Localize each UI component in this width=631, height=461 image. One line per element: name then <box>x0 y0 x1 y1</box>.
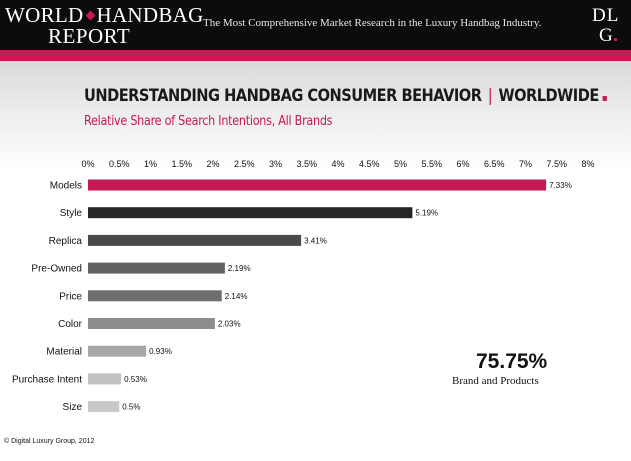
total-share-value: 75.75% <box>476 350 548 373</box>
bar-value-label: 3.41% <box>304 236 327 245</box>
bar-value-label: 0.53% <box>124 375 147 384</box>
category-label: Purchase Intent <box>12 374 82 385</box>
x-tick-label: 6% <box>456 159 469 169</box>
bars <box>88 179 547 413</box>
category-label: Material <box>46 347 82 358</box>
x-tick-label: 7% <box>519 159 532 169</box>
dlg-logo-bottom: G <box>599 25 617 47</box>
header-accent-stripe <box>0 50 631 61</box>
bar-value-label: 2.19% <box>228 264 251 273</box>
bar <box>88 318 215 329</box>
logo-report: REPORT <box>48 24 131 48</box>
bar-value-label: 7.33% <box>549 181 572 190</box>
x-tick-label: 4% <box>331 159 344 169</box>
x-tick-label: 4.5% <box>359 159 380 169</box>
chart-title-separator: | <box>487 86 493 106</box>
logo-word-handbag: HANDBAG <box>96 3 204 27</box>
logo-word-world: WORLD <box>5 3 84 27</box>
x-tick-label: 0% <box>81 159 94 169</box>
chart-title: UNDERSTANDING HANDBAG CONSUMER BEHAVIOR … <box>84 86 607 106</box>
x-tick-label: 3% <box>269 159 282 169</box>
bar <box>88 234 302 246</box>
bar-value-label: 2.03% <box>218 320 241 329</box>
category-label: Size <box>63 402 83 413</box>
x-tick-label: 6.5% <box>484 159 505 169</box>
chart-subtitle: Relative Share of Search Intentions, All… <box>84 114 333 129</box>
chart-title-main: UNDERSTANDING HANDBAG CONSUMER BEHAVIOR <box>84 86 482 106</box>
bar <box>88 207 413 219</box>
bar-value-label: 2.14% <box>225 292 248 301</box>
category-label: Replica <box>49 236 83 247</box>
bar <box>88 262 225 274</box>
title-square-icon <box>602 96 607 101</box>
x-tick-label: 2% <box>206 159 219 169</box>
category-label: Color <box>58 319 83 330</box>
x-tick-label: 1% <box>144 159 157 169</box>
x-tick-label: 2.5% <box>234 159 255 169</box>
x-tick-label: 8% <box>581 159 594 169</box>
category-label: Pre-Owned <box>31 264 82 275</box>
x-tick-label: 1.5% <box>171 159 192 169</box>
copyright-text: © Digital Luxury Group, 2012 <box>4 438 95 445</box>
title-background <box>0 61 631 171</box>
header-bar <box>0 0 631 50</box>
dlg-logo-letter: G <box>599 25 613 46</box>
x-tick-label: 0.5% <box>109 159 130 169</box>
category-labels: Models Style Replica Pre-Owned Price Color Mat… <box>12 181 83 414</box>
x-tick-label: 3.5% <box>296 159 317 169</box>
category-label: Models <box>50 181 82 192</box>
x-axis-ticks: 0% 0.5% 1% 1.5% 2% 2.5% 3% 3.5% 4% 4.5% 5% 5.5% 6% 6.… <box>81 159 594 169</box>
bar-value-label: 0.93% <box>149 347 172 356</box>
x-tick-label: 7.5% <box>546 159 567 169</box>
dlg-dot-icon <box>613 38 617 41</box>
chart-title-region: WORLDWIDE <box>498 86 599 106</box>
value-labels: 7.33% 5.19% 3.41% 2.19% 2.14% 2.03% 0.93% 0.53%… <box>122 181 572 412</box>
bar <box>88 401 120 413</box>
bar-value-label: 5.19% <box>415 209 438 218</box>
x-tick-label: 5% <box>394 159 407 169</box>
bar <box>88 290 222 302</box>
header-tagline: The Most Comprehensive Market Research i… <box>203 17 542 29</box>
category-label: Price <box>59 291 82 302</box>
bar <box>88 373 122 385</box>
total-share-label: Brand and Products <box>452 375 539 387</box>
category-label: Style <box>60 208 83 219</box>
bar-value-label: 0.5% <box>122 403 140 412</box>
dlg-logo-top: DL <box>592 5 620 26</box>
x-tick-label: 5.5% <box>421 159 442 169</box>
bar <box>88 345 147 357</box>
bar <box>88 179 547 191</box>
logo-world-handbag: WORLD HANDBAG <box>5 3 204 28</box>
